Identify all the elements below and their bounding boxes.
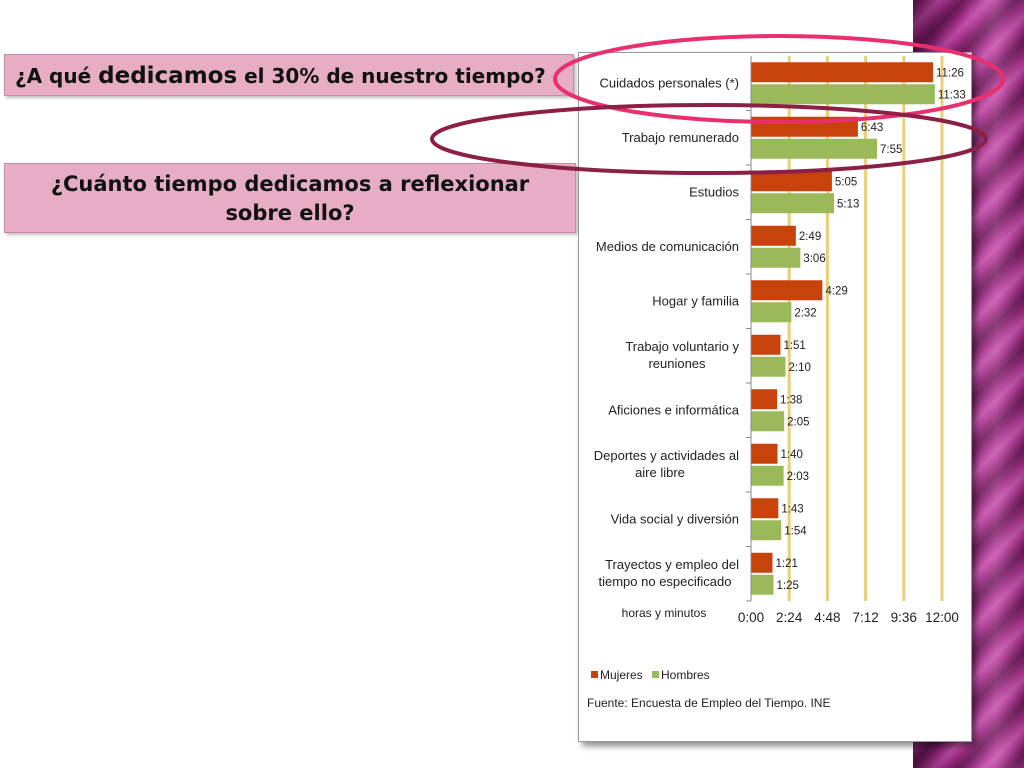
bar-hombres (751, 138, 878, 159)
data-label-mujeres: 4:29 (825, 285, 847, 297)
data-label-mujeres: 1:51 (783, 340, 805, 352)
data-label-hombres: 7:55 (880, 144, 902, 156)
x-axis-label: horas y minutos (622, 606, 707, 620)
x-tick-label: 2:24 (776, 610, 803, 625)
data-label-hombres: 2:10 (788, 362, 810, 374)
question-1-emphasis: dedicamos (98, 63, 238, 89)
bar-mujeres (751, 334, 781, 355)
bar-hombres (751, 574, 774, 595)
x-tick-label: 0:00 (738, 610, 764, 625)
category-label-line-2: tiempo no especificado (599, 574, 732, 589)
data-label-mujeres: 2:49 (799, 231, 821, 243)
bar-mujeres (751, 443, 778, 464)
data-label-mujeres: 1:38 (780, 394, 802, 406)
data-label-mujeres: 11:26 (936, 67, 964, 79)
question-banner-2: ¿Cuánto tiempo dedicamos a reflexionar s… (4, 163, 576, 233)
data-label-hombres: 11:33 (938, 89, 966, 101)
legend-layer: Mujeres Hombres Fuente: Encuesta de Empleo… (587, 668, 830, 710)
bar-hombres (751, 356, 786, 377)
bar-hombres (751, 84, 935, 105)
bar-mujeres (751, 62, 933, 83)
category-label: Medios de comunicación (596, 239, 739, 254)
category-label: Deportes y actividades al (594, 448, 739, 463)
bar-hombres (751, 411, 785, 432)
legend-label-hombres: Hombres (661, 668, 710, 682)
highlight-rings-layer (430, 34, 1005, 175)
legend-swatch-mujeres (591, 671, 598, 678)
axis-layer: 0:00 2:24 4:48 7:12 9:36 12:00 horas y minutos (622, 56, 959, 625)
category-label: Trayectos y empleo del (605, 557, 739, 572)
legend-swatch-hombres (652, 671, 659, 678)
source-note: Fuente: Encuesta de Empleo del Tiempo. I… (587, 696, 830, 710)
data-label-mujeres: 1:40 (781, 449, 803, 461)
category-label: Hogar y familia (652, 293, 739, 308)
category-label: Aficiones e informática (608, 402, 740, 417)
question-1-suffix: el 30% de nuestro tiempo? (237, 64, 546, 88)
data-label-hombres: 1:25 (777, 580, 799, 592)
bar-hombres (751, 193, 835, 214)
data-label-hombres: 2:32 (794, 307, 816, 319)
question-2-line-2: sobre ello? (225, 201, 355, 225)
bar-hombres (751, 520, 782, 541)
category-label-line-2: aire libre (635, 465, 685, 480)
category-label-line-2: reuniones (648, 356, 706, 371)
bar-mujeres (751, 225, 796, 246)
x-tick-label: 7:12 (852, 610, 878, 625)
data-label-hombres: 1:54 (784, 525, 807, 537)
data-label-mujeres: 5:05 (835, 176, 857, 188)
grid-layer (787, 56, 944, 601)
bar-hombres (751, 465, 784, 486)
x-tick-label: 9:36 (891, 610, 917, 625)
category-label: Estudios (689, 184, 739, 199)
x-tick-label: 4:48 (814, 610, 840, 625)
category-label: Trabajo remunerado (622, 130, 739, 145)
x-tick-label: 12:00 (925, 610, 959, 625)
bar-hombres (751, 302, 792, 323)
category-label: Trabajo voluntario y (625, 339, 739, 354)
bar-mujeres (751, 171, 832, 192)
question-banner-1: ¿A qué dedicamos el 30% de nuestro tiemp… (4, 54, 574, 96)
question-1-prefix: ¿A qué (15, 64, 99, 88)
data-label-mujeres: 6:43 (861, 122, 883, 134)
legend-label-mujeres: Mujeres (600, 668, 643, 682)
bar-mujeres (751, 389, 777, 410)
question-2-line-1: ¿Cuánto tiempo dedicamos a reflexionar (50, 172, 530, 196)
bar-mujeres (751, 280, 823, 301)
category-label: Cuidados personales (*) (600, 75, 739, 90)
data-label-hombres: 5:13 (837, 198, 859, 210)
labels-layer: 11:26 11:33 Cuidados personales (*) 6:43 7:5… (594, 67, 966, 592)
category-label: Vida social y diversión (611, 511, 739, 526)
data-label-mujeres: 1:43 (781, 503, 803, 515)
data-label-hombres: 3:06 (803, 253, 825, 265)
highlight-ring-cuidados (553, 34, 1005, 124)
bars-layer (751, 62, 935, 595)
data-label-hombres: 2:05 (787, 416, 809, 428)
highlight-ring-trabajo (430, 103, 988, 175)
data-label-hombres: 2:03 (787, 471, 809, 483)
data-label-mujeres: 1:21 (775, 558, 797, 570)
bar-mujeres (751, 498, 779, 519)
bar-hombres (751, 247, 801, 268)
bar-mujeres (751, 552, 773, 573)
